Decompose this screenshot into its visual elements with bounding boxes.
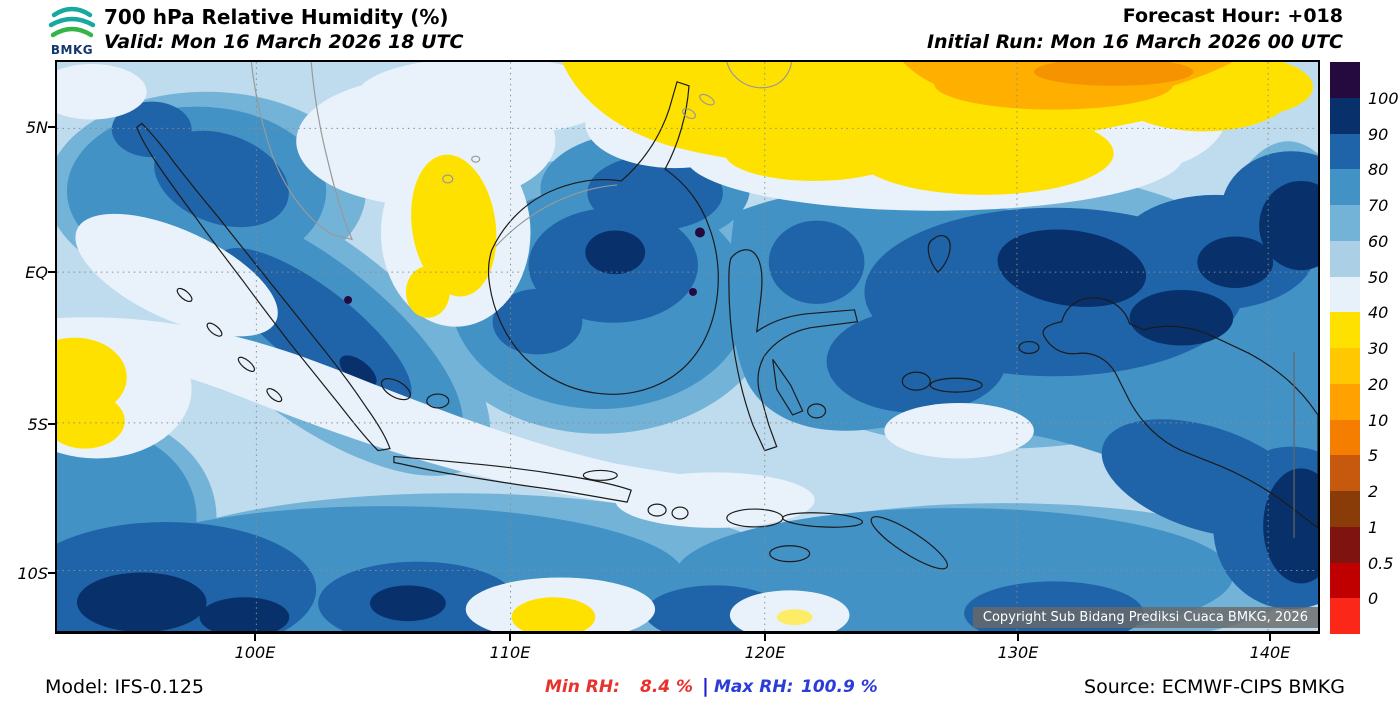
lat-label-eq: EQ bbox=[25, 263, 48, 282]
colorbar-cell bbox=[1330, 419, 1360, 456]
colorbar-label: 40 bbox=[1368, 303, 1389, 322]
min-rh-value: 8.4 % bbox=[640, 677, 694, 697]
coastlines bbox=[136, 81, 1318, 570]
lat-tick bbox=[48, 271, 55, 273]
map-copyright: Copyright Sub Bidang Prediksi Cuaca BMKG… bbox=[972, 607, 1318, 628]
max-rh-value: 100.9 % bbox=[801, 677, 878, 697]
min-rh-label: Min RH: bbox=[545, 677, 620, 697]
colorbar-cell bbox=[1330, 276, 1360, 313]
colorbar-cell bbox=[1330, 526, 1360, 563]
colorbar-cell bbox=[1330, 240, 1360, 277]
min-max-separator: | bbox=[702, 675, 709, 697]
initial-run: Initial Run: Mon 16 March 2026 00 UTC bbox=[926, 31, 1343, 53]
lon-tick bbox=[1269, 634, 1271, 641]
colorbar-cell bbox=[1330, 312, 1360, 348]
lon-tick bbox=[509, 634, 511, 641]
lat-tick bbox=[48, 572, 55, 574]
colorbar-label: 5 bbox=[1368, 446, 1379, 465]
lon-label-130e: 130E bbox=[997, 643, 1039, 662]
colorbar bbox=[1330, 62, 1360, 634]
colorbar-label: 0 bbox=[1368, 589, 1379, 608]
lat-label-5n: 5N bbox=[25, 118, 48, 137]
lat-tick bbox=[48, 423, 55, 425]
lon-label-110e: 110E bbox=[489, 643, 531, 662]
colorbar-label: 2 bbox=[1368, 482, 1379, 501]
model-label: Model: IFS-0.125 bbox=[45, 676, 204, 698]
colorbar-cell bbox=[1330, 205, 1360, 241]
colorbar-cell bbox=[1330, 169, 1360, 205]
rh-saturated-spots bbox=[344, 227, 705, 304]
lat-tick bbox=[48, 126, 55, 128]
lon-label-100e: 100E bbox=[234, 643, 276, 662]
lon-tick bbox=[764, 634, 766, 641]
colorbar-label: 80 bbox=[1368, 160, 1389, 179]
colorbar-cell bbox=[1330, 383, 1360, 420]
colorbar-label: 100 bbox=[1368, 89, 1399, 108]
graticule bbox=[57, 62, 1318, 631]
colorbar-cell bbox=[1330, 348, 1360, 384]
humidity-map: Copyright Sub Bidang Prediksi Cuaca BMKG… bbox=[55, 60, 1320, 634]
bmkg-logo: BMKG bbox=[44, 2, 100, 57]
colorbar-label: 50 bbox=[1368, 268, 1389, 287]
colorbar-label: 90 bbox=[1368, 125, 1389, 144]
colorbar-label: 60 bbox=[1368, 232, 1389, 251]
lat-label-5s: 5S bbox=[27, 415, 48, 434]
humidity-contour-svg bbox=[57, 62, 1318, 631]
colorbar-label: 20 bbox=[1368, 375, 1389, 394]
valid-time: Valid: Mon 16 March 2026 18 UTC bbox=[104, 31, 464, 53]
colorbar-label: 30 bbox=[1368, 339, 1389, 358]
foreign-coastlines bbox=[250, 62, 1295, 538]
rh-navy-regions bbox=[76, 180, 1318, 631]
max-rh-label: Max RH: bbox=[714, 677, 794, 697]
colorbar-label: 0.5 bbox=[1368, 554, 1394, 573]
colorbar-label: 70 bbox=[1368, 196, 1389, 215]
lon-tick bbox=[1017, 634, 1019, 641]
lat-label-10s: 10S bbox=[17, 564, 48, 583]
colorbar-cell bbox=[1330, 598, 1360, 634]
bmkg-logo-icon bbox=[48, 6, 96, 38]
source-label: Source: ECMWF-CIPS BMKG bbox=[1084, 676, 1345, 698]
colorbar-cell bbox=[1330, 455, 1360, 491]
bmkg-logo-text: BMKG bbox=[50, 43, 94, 57]
lon-label-140e: 140E bbox=[1249, 643, 1291, 662]
rh-orange-regions bbox=[903, 62, 1233, 110]
colorbar-cell bbox=[1330, 97, 1360, 134]
page-title: 700 hPa Relative Humidity (%) bbox=[104, 5, 449, 29]
colorbar-cell bbox=[1330, 562, 1360, 599]
colorbar-label: 1 bbox=[1368, 518, 1379, 537]
colorbar-cell bbox=[1330, 62, 1360, 98]
lon-tick bbox=[254, 634, 256, 641]
lon-label-120e: 120E bbox=[744, 643, 786, 662]
colorbar-cell bbox=[1330, 491, 1360, 527]
forecast-hour: Forecast Hour: +018 bbox=[1122, 5, 1343, 27]
colorbar-cell bbox=[1330, 133, 1360, 170]
colorbar-label: 10 bbox=[1368, 411, 1389, 430]
